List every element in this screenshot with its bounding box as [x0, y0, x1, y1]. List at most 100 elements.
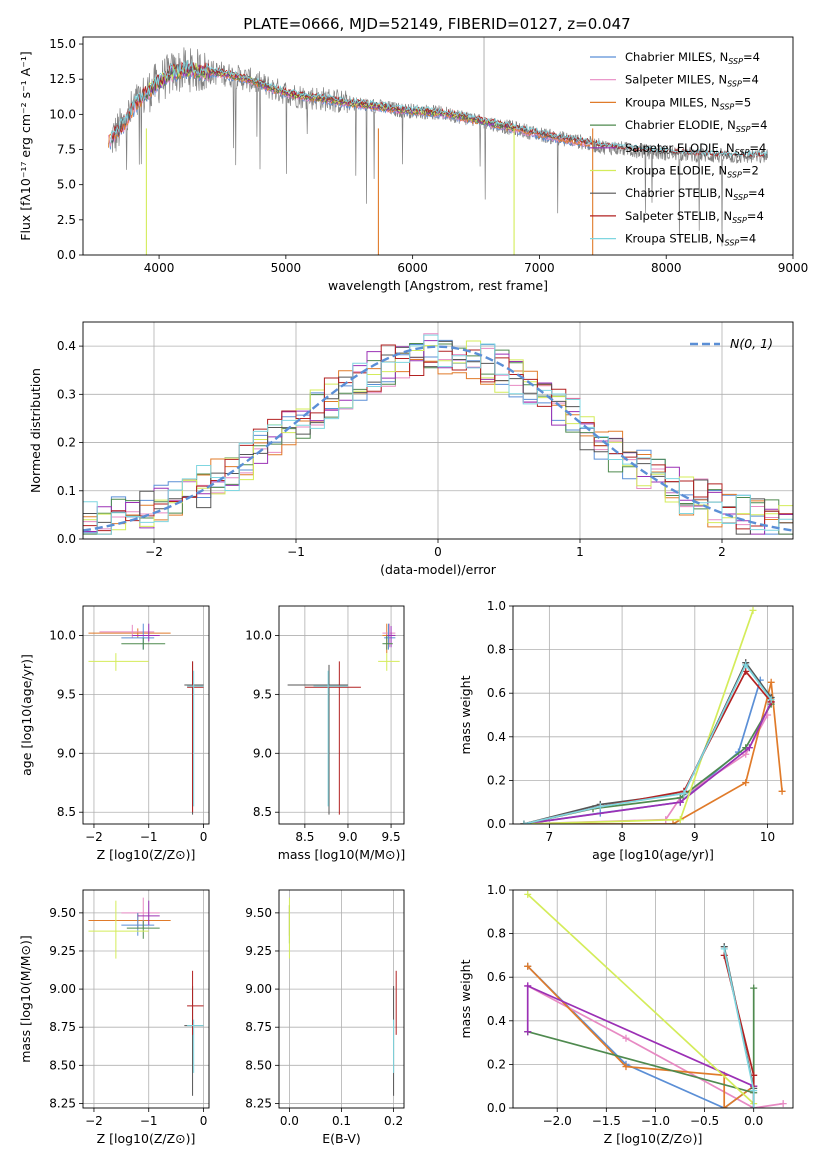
legend-nssp-eq: =	[742, 73, 752, 87]
y-tick-label: 9.50	[245, 906, 272, 920]
axes: 7 8 9 10 0.0 0.2 0.4 0.6 0.8 1.0 age [log10(age/yr…	[458, 599, 794, 862]
error-bar	[382, 635, 393, 650]
y-tick-label: 0.8	[487, 643, 506, 657]
series-marker	[524, 962, 532, 970]
legend-nssp-eq: =	[739, 232, 749, 246]
x-tick-label: 10	[760, 830, 775, 844]
y-tick-label: 0.2	[57, 436, 76, 450]
y-tick-label: 0.2	[487, 1057, 506, 1071]
series-line	[523, 701, 772, 824]
gridlines	[513, 605, 793, 825]
y-tick-label: 8.75	[49, 1020, 76, 1034]
histogram-step-line	[83, 334, 793, 539]
series-marker	[745, 744, 753, 752]
y-tick-label: 10.0	[49, 107, 76, 121]
x-tick-label: 9.5	[382, 830, 401, 844]
y-tick-label: 0.0	[487, 817, 506, 831]
legend-nssp-prefix: , N	[711, 164, 727, 178]
series-marker	[750, 1104, 758, 1108]
y-tick-label: 9.0	[253, 746, 272, 760]
plot-frame	[512, 889, 794, 1109]
legend-label: Salpeter STELIB, NSSP=4	[625, 209, 764, 225]
axes: −2 −1 0 8.25 8.50 8.75 9.00 9.25 9.50 Z [log10(Z/…	[18, 889, 210, 1146]
plot-frame	[278, 605, 405, 825]
series-marker	[742, 750, 750, 758]
error-bar	[121, 637, 166, 650]
plot-frame	[82, 321, 794, 540]
x-tick-label: −1.0	[641, 1114, 670, 1128]
series-marker	[524, 890, 532, 898]
y-tick-label: 9.00	[49, 982, 76, 996]
legend-nssp-value: 4	[759, 141, 766, 155]
plot-frame	[512, 605, 794, 825]
series-marker	[749, 606, 757, 614]
plot-area	[83, 333, 793, 539]
y-tick-label: 0.0	[57, 248, 76, 262]
x-tick-label: 4000	[144, 261, 175, 275]
x-tick-label: −2.0	[543, 1114, 572, 1128]
x-tick-label: 5000	[271, 261, 302, 275]
figure-title: PLATE=0666, MJD=52149, FIBERID=0127, z=0…	[243, 15, 630, 33]
y-tick-label: 0.8	[487, 927, 506, 941]
legend-model-name: Chabrier ELODIE	[625, 118, 720, 132]
error-bar	[287, 664, 348, 815]
legend-nssp-eq: =	[743, 50, 753, 64]
y-tick-label: 8.5	[57, 805, 76, 819]
y-axis-label: Normed distribution	[28, 368, 43, 493]
x-tick-label: 9000	[778, 261, 809, 275]
legend-nssp-sub: SSP	[725, 239, 740, 248]
y-tick-label: 0.6	[487, 970, 506, 984]
legend-nssp-prefix: , N	[704, 95, 720, 109]
legend-model-name: Salpeter MILES	[625, 73, 711, 87]
axes: 4000 5000 6000 7000 8000 9000 0.0 2.5 5.0 7.5 10.0…	[18, 36, 809, 293]
series-marker	[742, 779, 750, 787]
x-tick-label: 8000	[651, 261, 682, 275]
x-tick-label: 0	[200, 1114, 208, 1128]
x-axis-label: Z [log10(Z/Z⊙)]	[97, 847, 196, 862]
y-tick-label: 12.5	[49, 72, 76, 86]
x-tick-label: 8	[618, 830, 626, 844]
y-tick-label: 9.5	[253, 687, 272, 701]
legend-nssp-prefix: , N	[711, 73, 727, 87]
y-tick-label: 1.0	[487, 599, 506, 613]
y-axis-label: Flux [fλ10⁻¹⁷ erg cm⁻² s⁻¹ A⁻¹]	[18, 51, 33, 240]
x-tick-label: 0.2	[384, 1114, 403, 1128]
y-axis-label: mass [log10(M/M⊙)]	[18, 935, 33, 1063]
series-marker	[622, 1034, 630, 1042]
plot-area	[520, 606, 786, 824]
x-tick-label: 0	[200, 830, 208, 844]
y-tick-label: 0.4	[57, 339, 76, 353]
error-bar	[378, 653, 400, 671]
series-marker	[524, 982, 532, 990]
gridlines	[279, 606, 404, 824]
legend-nssp-eq: =	[734, 95, 744, 109]
y-tick-label: 10.0	[245, 628, 272, 642]
gridlines	[279, 890, 404, 1108]
legend-nssp-prefix: , N	[712, 50, 728, 64]
y-tick-label: 9.5	[57, 687, 76, 701]
legend-nssp-value: 4	[758, 186, 765, 200]
legend-nssp-value: 4	[756, 209, 763, 223]
error-bar	[132, 623, 160, 642]
error-bar	[187, 670, 204, 807]
normal-curve-line	[83, 345, 793, 532]
axes: −2 −1 0 1 2 0.0 0.1 0.2 0.3 0.4 (data-model)/error…	[28, 321, 794, 577]
legend-label: Kroupa STELIB, NSSP=4	[625, 232, 756, 248]
y-tick-label: 15.0	[49, 37, 76, 51]
y-tick-label: 7.5	[57, 143, 76, 157]
plot-frame	[82, 889, 210, 1109]
legend-nssp-prefix: , N	[717, 186, 733, 200]
legend-nssp-value: 2	[751, 164, 758, 178]
legend-nssp-value: 4	[749, 232, 756, 246]
x-tick-label: 1	[576, 545, 584, 559]
legend-nssp-prefix: , N	[719, 141, 735, 155]
y-tick-label: 9.50	[49, 906, 76, 920]
legend-nssp-sub: SSP	[736, 125, 751, 134]
series-line	[527, 965, 755, 1108]
x-tick-label: −0.5	[690, 1114, 719, 1128]
spectrum-panel: 4000 5000 6000 7000 8000 9000 0.0 2.5 5.0 7.5 10.0…	[18, 36, 809, 293]
y-axis-label: age [log10(age/yr)]	[19, 654, 34, 776]
legend-label: Salpeter ELODIE, NSSP=4	[625, 141, 766, 157]
error-bar	[187, 1019, 204, 1073]
axes: 0.0 0.1 0.2 8.25 8.50 8.75 9.00 9.25 9.50 E(B-V)	[245, 889, 405, 1146]
